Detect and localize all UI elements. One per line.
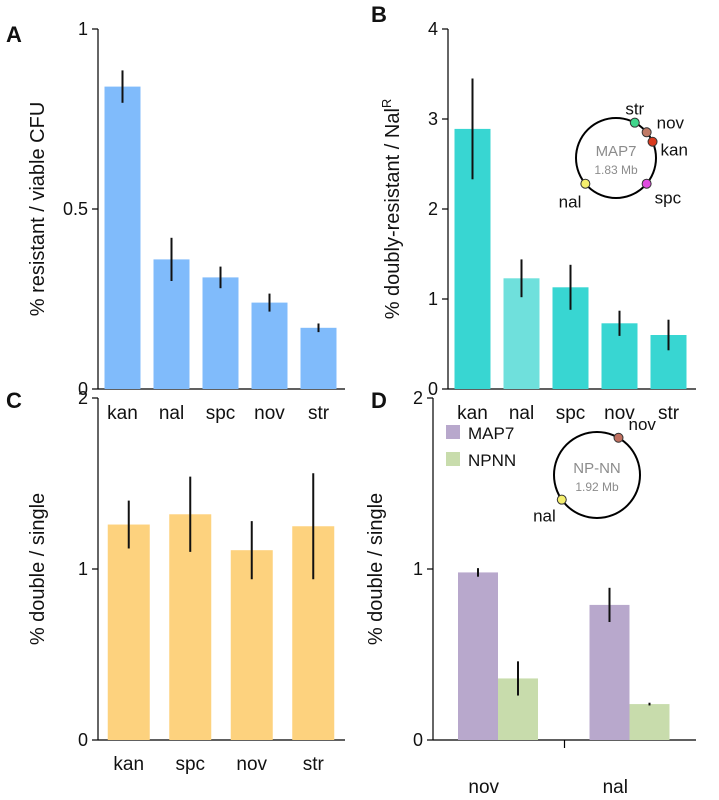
x-tick-label: kan (107, 403, 138, 424)
x-tick-label: kan (457, 403, 488, 424)
panel-a: A 0 0.5 1 % resistant / viable CFU kan nal spc n… (6, 19, 345, 424)
legend-swatch (446, 452, 460, 466)
y-tick-label: 2 (428, 199, 438, 219)
x-tick-label: nov (254, 403, 285, 424)
locus-label: spc (655, 189, 682, 208)
y-tick-label: 1 (428, 289, 438, 309)
y-tick-label: 1 (413, 559, 423, 579)
y-axis-label: % double / single (365, 493, 387, 645)
bar (230, 550, 273, 740)
x-tick-label: nov (468, 777, 499, 798)
x-tick-label: str (303, 754, 325, 775)
bar (629, 704, 670, 740)
y-tick-label: 1 (78, 19, 88, 39)
y-axis-label: % double / single (27, 493, 49, 645)
x-tick-label: nov (236, 754, 267, 775)
bar (104, 86, 141, 389)
legend-label: MAP7 (468, 424, 514, 443)
inset-chromosome-size: 1.92 Mb (575, 480, 619, 494)
locus-marker (613, 432, 624, 443)
x-tick-label: nov (604, 403, 635, 424)
panel-letter: D (371, 388, 387, 413)
locus-label: nov (629, 415, 657, 434)
legend-label: NPNN (468, 451, 516, 470)
x-tick-label: str (308, 403, 330, 424)
locus-label: str (625, 100, 644, 119)
panel-letter: B (371, 2, 387, 27)
y-tick-label: 2 (78, 388, 88, 408)
x-tick-label: spc (175, 754, 205, 775)
locus-marker (580, 178, 591, 189)
locus-label: nal (559, 193, 582, 212)
y-axis-label: % resistant / viable CFU (27, 102, 49, 317)
y-tick-label: 1 (78, 559, 88, 579)
locus-marker (556, 494, 567, 505)
x-tick-label: nal (159, 403, 184, 424)
bar (300, 327, 337, 389)
x-tick-label: str (658, 403, 680, 424)
bar (458, 572, 498, 740)
locus-label: nal (533, 507, 556, 526)
chromosome-circle (575, 117, 657, 199)
chromosome-circle (553, 431, 641, 519)
locus-marker (641, 178, 652, 189)
y-tick-label: 0 (413, 730, 423, 750)
x-tick-label: spc (556, 403, 586, 424)
y-tick-label: 4 (428, 19, 438, 39)
y-tick-label: 0 (78, 379, 88, 399)
bar (202, 277, 239, 389)
inset-chromosome-name: NP-NN (573, 460, 621, 477)
locus-label: nov (657, 113, 685, 132)
x-tick-label: kan (113, 754, 144, 775)
locus-marker (629, 117, 640, 128)
panel-letter: C (6, 388, 22, 413)
bar (107, 524, 150, 740)
inset-chromosome-name: MAP7 (596, 143, 637, 160)
legend-swatch (446, 425, 460, 439)
bar (251, 302, 288, 389)
panel-letter: A (6, 22, 22, 47)
bar (589, 604, 630, 740)
y-tick-label: 3 (428, 109, 438, 129)
locus-label: kan (661, 141, 688, 160)
x-tick-label: nal (509, 403, 534, 424)
y-tick-label: 0.5 (63, 199, 88, 219)
x-tick-label: spc (206, 403, 236, 424)
x-tick-label: nal (603, 777, 628, 798)
y-tick-label: 0 (78, 730, 88, 750)
y-axis-label: % doubly-resistant / NalR (379, 99, 404, 320)
y-tick-label: 2 (413, 388, 423, 408)
inset-chromosome-size: 1.83 Mb (594, 163, 638, 177)
y-tick-label: 0 (428, 379, 438, 399)
locus-marker (641, 127, 652, 138)
locus-marker (647, 136, 658, 147)
y-axis-label-superscript: R (379, 99, 394, 108)
